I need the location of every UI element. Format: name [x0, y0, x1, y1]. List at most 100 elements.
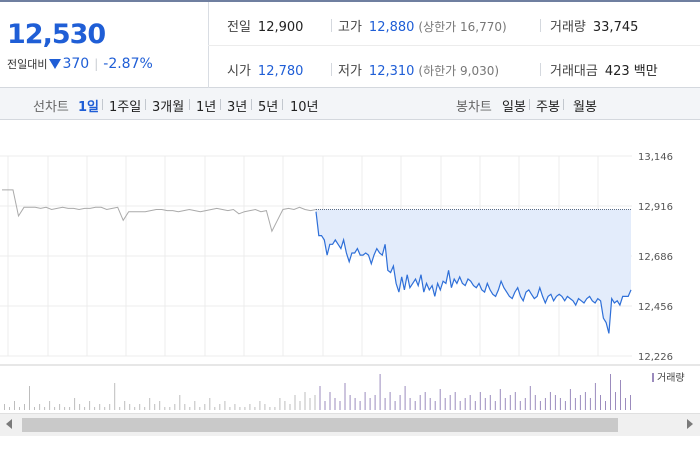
stat-divider — [540, 19, 541, 32]
scroll-right-arrow-icon[interactable] — [687, 419, 693, 429]
stat-high: 고가 12,880 (상한가 16,770) — [338, 20, 507, 35]
volume-bar — [620, 380, 621, 410]
volume-bar — [384, 398, 386, 410]
tab-3month[interactable]: 3개월 — [152, 100, 185, 115]
volume-bar — [329, 392, 331, 410]
scroll-left-arrow-icon[interactable] — [6, 419, 12, 429]
volume-bar — [24, 404, 25, 410]
volume-bar — [159, 401, 161, 410]
chart-scrollbar[interactable] — [0, 413, 700, 436]
volume-bar — [74, 398, 76, 410]
volume-bar — [394, 401, 396, 410]
volume-bar — [249, 404, 251, 410]
stat-divider — [540, 63, 541, 76]
divider: | — [94, 57, 99, 71]
volume-bar — [399, 395, 401, 410]
volume-bar — [169, 407, 171, 410]
stat-amount: 거래대금 423 백만 — [550, 64, 658, 79]
volume-bar — [254, 407, 256, 410]
volume-bar — [304, 392, 306, 410]
volume-bar — [494, 401, 496, 410]
volume-bar — [319, 386, 321, 410]
volume-bar — [484, 398, 486, 410]
volume-bar — [594, 383, 596, 410]
tab-divider — [529, 99, 530, 110]
volume-bar — [369, 398, 371, 410]
volume-bar — [519, 401, 521, 410]
tab-divider — [145, 99, 146, 110]
volume-bar — [184, 404, 186, 410]
volume-bar — [434, 401, 436, 410]
volume-bar — [324, 401, 326, 410]
volume-bar — [64, 407, 66, 410]
line-chart-label: 선차트 — [33, 100, 69, 115]
volume-bar — [379, 374, 381, 410]
volume-bar — [334, 398, 336, 410]
volume-bar — [559, 398, 561, 410]
volume-bar — [419, 395, 421, 410]
volume-bar — [269, 407, 271, 410]
today-area-fill — [316, 209, 631, 334]
volume-bar — [374, 395, 376, 410]
volume-bar — [34, 407, 35, 410]
tab-3year[interactable]: 3년 — [227, 100, 248, 115]
volume-bar — [429, 398, 431, 410]
volume-bar — [44, 407, 46, 410]
chart-period-tabs: 선차트 1일 1주일 3개월 1년 3년 5년 10년 봉차트 일봉 주봉 월봉 — [0, 88, 700, 120]
volume-bar — [449, 395, 451, 410]
volume-bar — [4, 404, 5, 410]
volume-bar — [79, 404, 81, 410]
volume-bar — [439, 389, 441, 410]
change-label: 전일대비 — [7, 58, 48, 71]
volume-bar — [444, 398, 446, 410]
volume-bar — [539, 401, 541, 410]
volume-bar — [600, 395, 601, 410]
volume-bar — [49, 401, 51, 410]
volume-bar — [404, 386, 406, 410]
tab-divider — [251, 99, 252, 110]
row-divider — [208, 45, 700, 46]
tab-10year[interactable]: 10년 — [290, 100, 319, 115]
tab-5year[interactable]: 5년 — [258, 100, 279, 115]
volume-bar — [309, 398, 311, 410]
volume-bar — [605, 401, 606, 410]
stat-prev-close: 전일 12,900 — [227, 20, 304, 35]
volume-bar — [174, 404, 176, 410]
tab-monthly-candle[interactable]: 월봉 — [573, 100, 597, 115]
volume-bar — [454, 392, 456, 410]
volume-bar — [610, 374, 611, 410]
volume-bar — [149, 398, 151, 410]
tab-1year[interactable]: 1년 — [196, 100, 217, 115]
y-tick-label: 12,686 — [638, 252, 673, 263]
stat-divider — [331, 63, 332, 76]
volume-bar — [279, 398, 281, 410]
candle-chart-label: 봉차트 — [456, 100, 492, 115]
tab-1week[interactable]: 1주일 — [109, 100, 142, 115]
volume-bar — [554, 395, 556, 410]
tab-divider — [282, 99, 283, 110]
price-panel: 12,530 전일대비 370 | -2.87% — [0, 2, 209, 88]
down-arrow-icon — [49, 59, 62, 69]
volume-bar — [214, 407, 216, 410]
volume-bar — [84, 407, 86, 410]
volume-bar — [615, 392, 616, 410]
tab-daily-candle[interactable]: 일봉 — [502, 100, 526, 115]
volume-bar — [579, 395, 581, 410]
volume-bar — [339, 401, 341, 410]
price-chart: 13,146 12,916 12,686 12,456 12,226 거래량 — [0, 121, 700, 413]
volume-bar — [54, 407, 56, 410]
volume-bar — [524, 398, 526, 410]
tab-divider — [102, 99, 103, 110]
scrollbar-thumb[interactable] — [22, 418, 618, 432]
y-tick-label: 13,146 — [638, 152, 673, 163]
volume-bar — [109, 404, 111, 410]
volume-bar — [9, 407, 10, 410]
tab-1day[interactable]: 1일 — [78, 100, 100, 115]
y-tick-label: 12,226 — [638, 352, 673, 363]
volume-bar — [504, 398, 506, 410]
tab-weekly-candle[interactable]: 주봉 — [536, 100, 560, 115]
volume-legend-swatch — [652, 373, 654, 382]
volume-bar — [544, 398, 546, 410]
volume-bar — [630, 395, 631, 410]
volume-bar — [409, 398, 411, 410]
